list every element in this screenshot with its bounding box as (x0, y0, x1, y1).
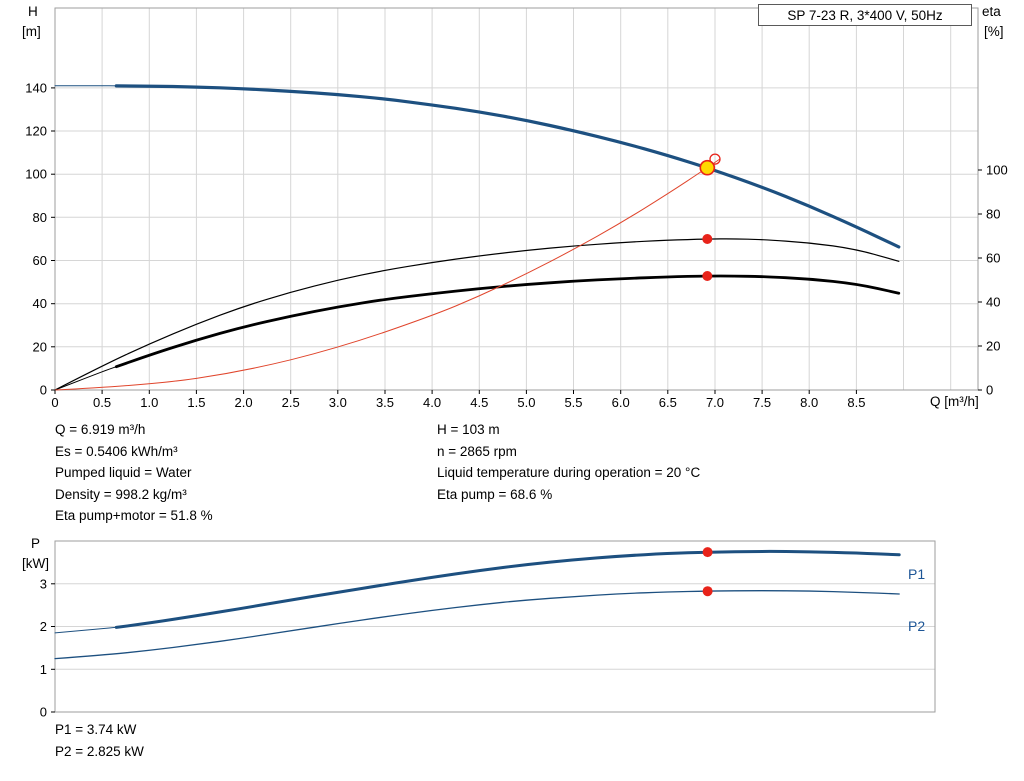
y-right-tick-label: 20 (986, 339, 1000, 354)
info-p1: P1 = 3.74 kW (55, 722, 137, 737)
p2-series-label: P2 (908, 618, 926, 634)
x-tick-label: 8.5 (847, 395, 865, 410)
info-eta-pm: Eta pump+motor = 51.8 % (55, 508, 213, 523)
y-left-tick-label: 80 (33, 210, 47, 225)
eta-pump-motor-curve (114, 274, 901, 369)
x-tick-label: 3.0 (329, 395, 347, 410)
eta-pump-motor-curve (54, 275, 900, 391)
y-left-tick-label: 100 (25, 167, 47, 182)
p-axis-unit: [kW] (22, 556, 49, 571)
p1-curve (114, 549, 901, 629)
duty-info-left: Q = 6.919 m³/h Es = 0.5406 kWh/m³ Pumped… (55, 419, 213, 527)
x-tick-label: 1.0 (140, 395, 158, 410)
pump-head-curve (114, 84, 901, 249)
info-q: Q = 6.919 m³/h (55, 422, 146, 437)
pump-title-box: SP 7-23 R, 3*400 V, 50Hz (758, 4, 972, 26)
y-left-tick-label: 140 (25, 80, 47, 95)
x-tick-label: 1.5 (187, 395, 205, 410)
x-tick-label: 5.5 (564, 395, 582, 410)
eta-pump-curve (54, 238, 900, 391)
x-tick-label: 7.5 (753, 395, 771, 410)
power-chart-canvas: 0 1 2 3 (40, 540, 936, 720)
info-n: n = 2865 rpm (437, 443, 517, 459)
x-tick-label: 7.0 (706, 395, 724, 410)
h-axis-label: H (28, 4, 38, 19)
power-info: P1 = 3.74 kW P2 = 2.825 kW (55, 719, 144, 762)
x-tick-label: 2.5 (282, 395, 300, 410)
pump-head-curve (54, 85, 900, 248)
x-tick-label: 0.5 (93, 395, 111, 410)
x-tick-label: 8.0 (800, 395, 818, 410)
p2-curve (54, 590, 900, 660)
p2-duty-point (702, 586, 713, 597)
x-tick-label: 4.5 (470, 395, 488, 410)
y-left-tick-label: 40 (33, 296, 47, 311)
eta-pump-motor-point (702, 271, 713, 281)
y-left-tick-label: 2 (40, 619, 47, 634)
y-left-tick-label: 0 (40, 705, 47, 720)
eta-axis-unit: [%] (984, 24, 1004, 39)
x-tick-label: 2.0 (235, 395, 253, 410)
x-tick-label: 5.0 (517, 395, 535, 410)
info-es: Es = 0.5406 kWh/m³ (55, 443, 178, 459)
x-tick-label: 3.5 (376, 395, 394, 410)
y-right-tick-label: 40 (986, 295, 1000, 310)
p1-curve (54, 550, 900, 634)
y-right-tick-label: 60 (986, 251, 1000, 266)
y-right-tick-label: 100 (986, 163, 1008, 178)
h-axis-unit: [m] (22, 24, 41, 39)
y-left-tick-label: 20 (33, 339, 47, 354)
p1-series-label: P1 (908, 566, 926, 582)
x-tick-label: 6.0 (612, 395, 630, 410)
x-tick-label: 4.0 (423, 395, 441, 410)
eta-pump-point (702, 234, 713, 244)
requested-duty-point (709, 153, 721, 165)
p-axis-label: P (31, 536, 41, 551)
y-right-tick-label: 80 (986, 207, 1000, 222)
info-liquid: Pumped liquid = Water (55, 465, 192, 480)
y-left-tick-label: 3 (40, 576, 47, 591)
duty-point (699, 159, 716, 176)
info-density: Density = 998.2 kg/m³ (55, 486, 187, 502)
x-tick-label: 0 (51, 395, 58, 410)
x-tick-label: 6.5 (659, 395, 677, 410)
duty-info-right: H = 103 m n = 2865 rpm Liquid temperatur… (437, 419, 700, 505)
y-right-tick-label: 0 (986, 383, 993, 398)
y-left-tick-label: 120 (25, 124, 47, 139)
y-left-tick-label: 0 (40, 383, 47, 398)
info-p2: P2 = 2.825 kW (55, 743, 144, 759)
info-temperature: Liquid temperature during operation = 20… (437, 465, 701, 480)
info-h: H = 103 m (437, 422, 500, 437)
y-left-tick-label: 1 (40, 662, 47, 677)
q-axis-label: Q [m³/h] (930, 394, 979, 409)
y-left-tick-label: 60 (33, 253, 47, 268)
info-eta-pump: Eta pump = 68.6 % (437, 486, 553, 502)
eta-axis-label: eta (982, 4, 1001, 19)
head-eta-chart-canvas: 0 0.5 1.0 1.5 2.0 2.5 3.0 3.5 4.0 4.5 5.0 5.5 6.0 6.5… (25, 7, 1008, 410)
p1-duty-point (702, 547, 713, 558)
system-curve (54, 158, 721, 391)
